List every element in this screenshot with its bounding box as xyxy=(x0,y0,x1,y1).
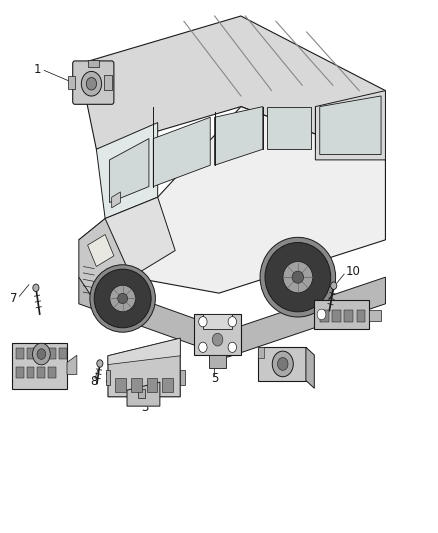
Ellipse shape xyxy=(260,237,336,317)
Circle shape xyxy=(37,349,46,359)
Bar xyxy=(48,367,56,378)
Polygon shape xyxy=(258,348,306,381)
Bar xyxy=(27,367,35,378)
Polygon shape xyxy=(79,277,385,357)
Polygon shape xyxy=(320,96,381,155)
Polygon shape xyxy=(79,197,175,277)
Polygon shape xyxy=(108,338,180,365)
Text: 10: 10 xyxy=(346,265,361,278)
Bar xyxy=(131,378,142,392)
Bar xyxy=(106,370,110,385)
Bar xyxy=(332,310,341,322)
Bar xyxy=(344,310,353,322)
Bar xyxy=(357,310,365,322)
Polygon shape xyxy=(79,219,131,304)
Polygon shape xyxy=(153,117,210,187)
Ellipse shape xyxy=(90,265,155,332)
Polygon shape xyxy=(112,192,120,208)
Polygon shape xyxy=(369,310,381,321)
Text: 5: 5 xyxy=(211,372,218,385)
Polygon shape xyxy=(315,91,385,160)
Bar xyxy=(138,389,145,398)
Bar xyxy=(104,75,112,91)
Circle shape xyxy=(199,317,207,327)
Text: 4: 4 xyxy=(17,369,24,382)
Bar xyxy=(16,367,24,378)
Circle shape xyxy=(331,282,337,289)
Circle shape xyxy=(199,342,207,352)
Polygon shape xyxy=(306,348,314,388)
Ellipse shape xyxy=(265,243,331,312)
Circle shape xyxy=(228,342,237,352)
Polygon shape xyxy=(88,235,114,266)
Ellipse shape xyxy=(283,262,313,293)
Text: 6: 6 xyxy=(285,372,293,385)
Polygon shape xyxy=(67,355,77,374)
Circle shape xyxy=(32,343,50,365)
Circle shape xyxy=(97,360,103,367)
Text: 3: 3 xyxy=(141,401,148,414)
Text: 2: 2 xyxy=(104,372,112,385)
Circle shape xyxy=(86,77,97,90)
Polygon shape xyxy=(110,139,149,203)
Circle shape xyxy=(228,317,237,327)
Polygon shape xyxy=(79,16,385,160)
Circle shape xyxy=(33,284,39,292)
Polygon shape xyxy=(127,382,160,406)
Bar xyxy=(16,348,24,359)
Bar xyxy=(38,348,46,359)
Bar xyxy=(38,367,46,378)
Polygon shape xyxy=(108,338,180,397)
Circle shape xyxy=(212,333,223,346)
Bar xyxy=(320,310,328,322)
Text: 1: 1 xyxy=(34,63,42,76)
Ellipse shape xyxy=(118,293,127,304)
Text: 8: 8 xyxy=(91,375,98,387)
Text: 7: 7 xyxy=(10,292,18,305)
Polygon shape xyxy=(194,314,241,355)
Circle shape xyxy=(278,358,288,370)
Bar xyxy=(258,348,264,358)
Ellipse shape xyxy=(292,271,304,283)
Bar xyxy=(59,348,67,359)
Polygon shape xyxy=(96,123,158,219)
Polygon shape xyxy=(215,107,263,165)
Bar xyxy=(180,370,185,385)
Polygon shape xyxy=(105,107,385,293)
Polygon shape xyxy=(267,107,311,149)
Bar xyxy=(48,348,56,359)
Polygon shape xyxy=(12,343,67,389)
Bar xyxy=(146,378,157,392)
Text: 9: 9 xyxy=(359,319,367,332)
Bar xyxy=(115,378,126,392)
FancyBboxPatch shape xyxy=(73,61,114,104)
Polygon shape xyxy=(314,300,369,329)
Circle shape xyxy=(81,71,102,96)
Bar xyxy=(88,60,99,67)
Polygon shape xyxy=(209,355,226,368)
Bar xyxy=(67,76,75,90)
Circle shape xyxy=(317,309,326,320)
Ellipse shape xyxy=(94,269,151,328)
Circle shape xyxy=(272,351,293,377)
Ellipse shape xyxy=(110,285,135,312)
Polygon shape xyxy=(203,314,232,329)
Bar xyxy=(27,348,35,359)
Bar xyxy=(162,378,173,392)
